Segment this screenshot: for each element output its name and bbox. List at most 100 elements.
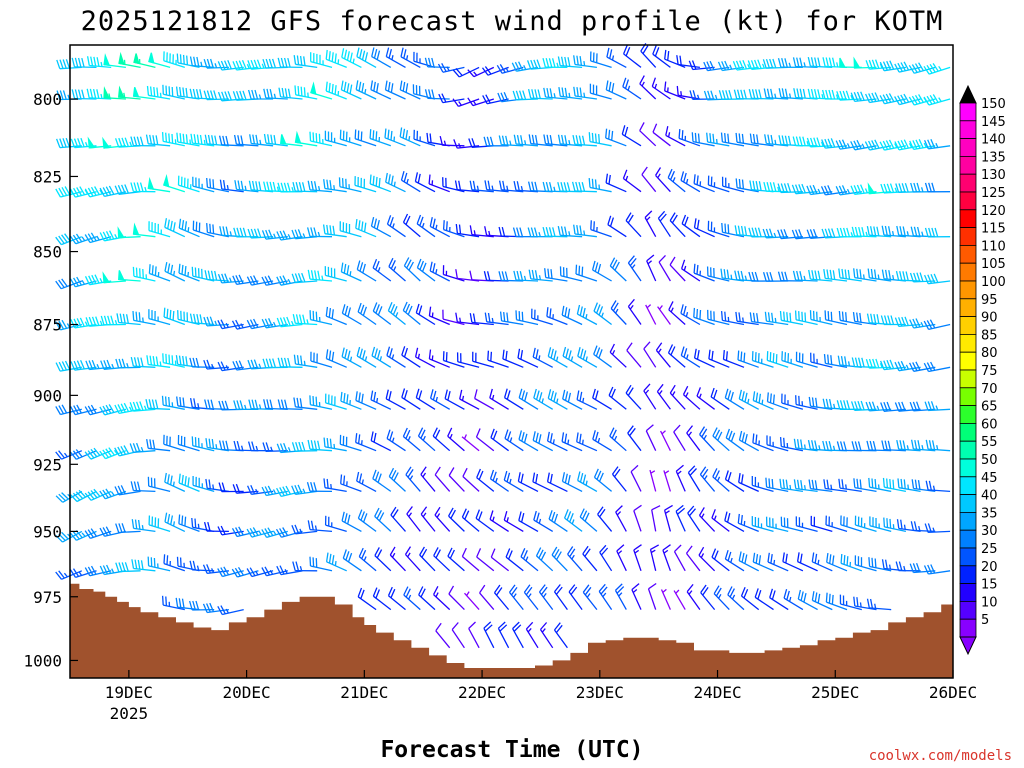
wind-barb xyxy=(162,353,185,368)
barb-half-flag xyxy=(435,224,438,230)
wind-barb xyxy=(923,94,951,106)
barb-flag xyxy=(61,278,68,287)
barb-flag xyxy=(552,227,556,237)
barb-staff xyxy=(468,628,480,649)
barb-flag xyxy=(387,301,393,311)
barb-half-flag xyxy=(488,230,491,236)
barb-flag xyxy=(781,271,785,281)
wind-barb xyxy=(261,318,288,329)
barb-staff xyxy=(251,142,274,147)
barb-flag xyxy=(214,135,218,145)
barb-flag xyxy=(221,482,226,492)
wind-barb xyxy=(217,59,244,71)
barb-flag xyxy=(882,94,889,104)
colorbar-swatch xyxy=(959,529,977,549)
barb-flag xyxy=(827,311,830,321)
wind-barb xyxy=(339,434,362,452)
barb-staff xyxy=(713,593,730,611)
wind-barb xyxy=(706,266,730,282)
wind-barb xyxy=(432,427,451,452)
barb-flag xyxy=(769,182,774,192)
barb-staff xyxy=(826,601,848,611)
barb-flag xyxy=(94,186,100,195)
barb-staff xyxy=(616,550,627,572)
barb-flag xyxy=(762,272,767,282)
barb-half-flag xyxy=(647,260,653,265)
barb-flag xyxy=(300,355,303,365)
barb-staff xyxy=(626,349,642,368)
barb-flag xyxy=(84,567,91,577)
wind-barb xyxy=(512,90,539,101)
barb-pennant xyxy=(839,57,846,68)
barb-flag xyxy=(402,128,406,139)
barb-staff xyxy=(473,66,495,78)
barb-flag xyxy=(276,443,282,453)
barb-flag xyxy=(419,260,425,270)
barb-staff xyxy=(700,592,716,611)
barb-flag xyxy=(55,321,61,331)
wind-barb xyxy=(808,269,833,282)
barb-flag xyxy=(582,350,587,360)
wind-barb xyxy=(869,516,892,533)
wind-barb xyxy=(232,59,259,71)
barb-flag xyxy=(87,566,94,576)
barb-flag xyxy=(377,306,383,316)
barb-flag xyxy=(694,132,697,143)
barb-flag xyxy=(341,304,346,314)
barb-flag xyxy=(192,88,197,99)
barb-flag xyxy=(166,555,169,565)
wind-barb xyxy=(405,466,421,492)
barb-flag xyxy=(489,136,494,146)
barb-flag xyxy=(626,342,633,351)
barb-flag xyxy=(913,272,918,282)
barb-flag xyxy=(280,357,285,368)
barb-flag xyxy=(269,399,273,409)
barb-half-flag xyxy=(506,517,509,522)
barb-half-flag xyxy=(273,93,277,99)
barb-flag xyxy=(306,227,311,237)
barb-flag xyxy=(129,443,135,453)
barb-flag xyxy=(646,254,655,262)
barb-staff xyxy=(442,144,465,147)
barb-flag xyxy=(664,504,673,511)
barb-staff xyxy=(664,90,686,100)
barb-flag xyxy=(85,317,90,327)
wind-barb xyxy=(592,430,612,452)
wind-barb xyxy=(307,269,333,282)
barb-flag xyxy=(909,272,915,283)
barb-flag xyxy=(758,89,762,99)
barb-flag xyxy=(74,89,79,99)
barb-flag xyxy=(847,269,851,280)
barb-flag xyxy=(755,392,759,402)
barb-flag xyxy=(536,59,541,69)
barb-half-flag xyxy=(408,136,411,141)
wind-barb xyxy=(278,87,303,100)
barb-flag xyxy=(254,399,259,410)
colorbar-label: 50 xyxy=(981,453,998,468)
barb-flag xyxy=(169,220,173,231)
barb-flag xyxy=(208,479,211,489)
barb-flag xyxy=(642,45,649,54)
barb-flag xyxy=(55,236,62,245)
barb-flag xyxy=(71,57,76,68)
barb-flag xyxy=(498,180,503,190)
barb-flag xyxy=(496,587,503,596)
wind-barb xyxy=(680,171,701,193)
wind-barb xyxy=(161,595,185,611)
wind-barb xyxy=(178,263,200,282)
barb-flag xyxy=(298,441,303,452)
barb-flag xyxy=(212,179,215,189)
wind-barb xyxy=(765,516,789,533)
barb-flag xyxy=(267,275,274,285)
barb-staff xyxy=(644,217,657,238)
barb-flag xyxy=(55,451,63,460)
wind-barb xyxy=(557,56,583,69)
barb-flag xyxy=(420,429,426,439)
barb-staff xyxy=(575,95,597,100)
barb-flag xyxy=(777,271,782,281)
barb-flag xyxy=(860,91,865,101)
barb-staff xyxy=(420,513,436,532)
barb-half-flag xyxy=(686,354,689,360)
barb-half-flag xyxy=(583,92,586,98)
wind-barb xyxy=(909,272,936,283)
